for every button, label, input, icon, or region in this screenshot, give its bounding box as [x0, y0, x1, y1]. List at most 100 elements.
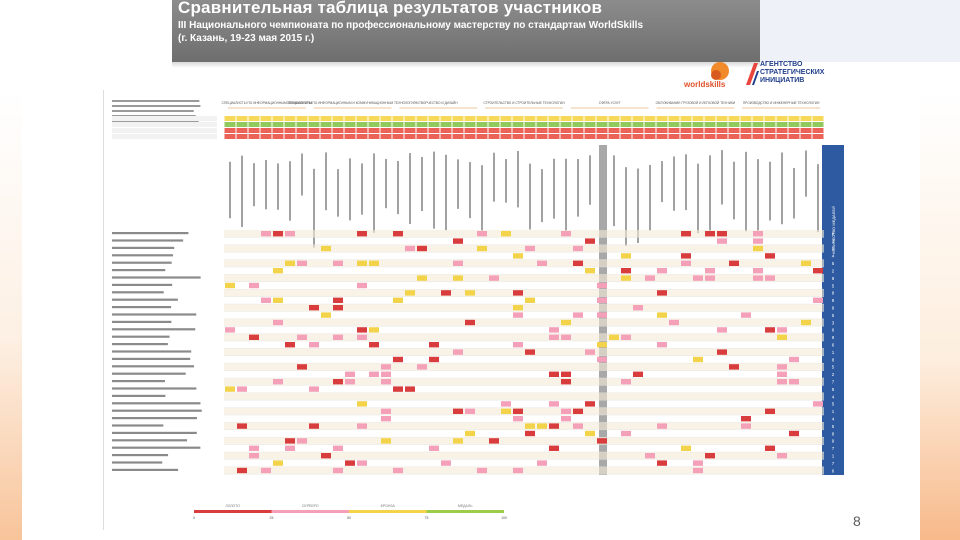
result-cell	[597, 356, 607, 363]
page-subtitle: III Национального чемпионата по професси…	[178, 20, 644, 31]
row-tint	[224, 304, 824, 312]
result-cell	[345, 460, 355, 466]
result-cell	[405, 386, 415, 392]
result-cell	[813, 401, 823, 407]
medal-count: 5	[832, 402, 835, 407]
header-band-cell	[476, 128, 488, 133]
header-label-line	[112, 100, 200, 102]
header-band-cell	[584, 128, 596, 133]
header-band-cell	[776, 128, 788, 133]
result-cell	[249, 453, 259, 459]
result-cell	[381, 416, 391, 422]
page-title: Сравнительная таблица результатов участн…	[178, 0, 603, 17]
medal-count: 5	[832, 313, 835, 318]
page-number: 8	[853, 513, 861, 529]
result-cell	[237, 423, 247, 429]
result-cell	[393, 231, 403, 237]
result-cell	[753, 268, 763, 274]
header-band-cell	[644, 116, 656, 121]
result-cell	[777, 379, 787, 385]
region-name	[112, 417, 197, 420]
result-cell	[621, 275, 631, 281]
result-cell	[597, 297, 607, 303]
header-band-cell	[488, 116, 500, 121]
header-band-cell	[488, 128, 500, 133]
page-subtitle-date: (г. Казань, 19-23 мая 2015 г.)	[178, 33, 315, 44]
header-band-cell	[644, 122, 656, 127]
header-band-cell	[764, 122, 776, 127]
header-band-cell	[308, 116, 320, 121]
result-cell	[393, 467, 403, 474]
medal-count: 5	[832, 424, 835, 429]
header-band-cell	[428, 128, 440, 133]
column-label	[733, 161, 735, 220]
column-label	[589, 155, 591, 205]
region-name	[112, 402, 201, 405]
column-label	[553, 158, 555, 219]
header-band-cell	[536, 122, 548, 127]
result-cell	[693, 460, 703, 466]
medal-count: 6	[832, 328, 835, 333]
result-cell	[573, 312, 583, 318]
result-cell	[261, 467, 271, 474]
column-label	[493, 152, 495, 202]
result-cell	[765, 253, 775, 259]
header-band-cell	[644, 128, 656, 133]
result-cell	[297, 260, 307, 266]
group-header: ОБЛУЖИВАНИЕ ГРУЗОВОЙ И ЛЕГКОВОЙ ТЕХНИКИ	[656, 101, 736, 105]
region-name	[112, 454, 169, 457]
legend-tick: 100	[501, 516, 507, 520]
header-band-cell	[476, 134, 488, 139]
result-cell	[585, 268, 595, 274]
region-name	[112, 232, 189, 235]
result-cell	[789, 356, 799, 363]
group-header: ПРОИЗВОДСТВО И ИНЖЕНЕРНЫЕ ТЕХНОЛОГИИ	[743, 101, 820, 105]
result-cell	[321, 245, 331, 252]
header-band-cell	[524, 134, 536, 139]
result-cell	[597, 312, 607, 318]
result-cell	[753, 275, 763, 281]
header-band-cell	[260, 116, 272, 121]
header-band-cell	[668, 122, 680, 127]
column-label	[421, 157, 423, 212]
result-cell	[513, 290, 523, 296]
result-cell	[249, 282, 259, 289]
column-label	[253, 163, 255, 207]
header-band-cell	[296, 134, 308, 139]
column-label	[757, 159, 759, 235]
region-name	[112, 446, 201, 449]
header-band-cell	[800, 128, 812, 133]
header-band-cell	[452, 128, 464, 133]
group-header: СПЕЦИАЛИСТЫ ПО ИНФОРМАЦИОННЫМ ТЕХНОЛОГИЯ…	[222, 101, 313, 105]
header-band-cell	[344, 116, 356, 121]
result-cell	[273, 231, 283, 237]
result-cell	[381, 371, 391, 377]
header-band-cell	[404, 134, 416, 139]
title-banner: Сравнительная таблица результатов участн…	[172, 0, 760, 62]
result-cell	[705, 453, 715, 459]
result-cell	[501, 231, 511, 237]
medal-count: 8	[832, 387, 835, 392]
header-band-cell	[404, 122, 416, 127]
header-band-cell	[296, 122, 308, 127]
row-tint	[224, 289, 824, 297]
header-band-cell	[440, 122, 452, 127]
column-label	[661, 161, 663, 203]
region-name	[112, 439, 188, 442]
row-tint	[224, 333, 824, 341]
result-cell	[681, 260, 691, 266]
medal-count: 4	[832, 394, 835, 399]
header-band-cell	[356, 134, 368, 139]
result-cell	[765, 327, 775, 333]
column-label	[457, 159, 459, 209]
result-cell	[585, 430, 595, 437]
column-label	[325, 152, 327, 211]
result-cell	[513, 312, 523, 318]
result-cell	[753, 245, 763, 252]
header-band-cell	[716, 122, 728, 127]
header-band-cell	[392, 122, 404, 127]
header-band-cell	[752, 134, 764, 139]
header-band-cell	[500, 134, 512, 139]
header-band-cell	[704, 116, 716, 121]
header-band-cell	[704, 134, 716, 139]
